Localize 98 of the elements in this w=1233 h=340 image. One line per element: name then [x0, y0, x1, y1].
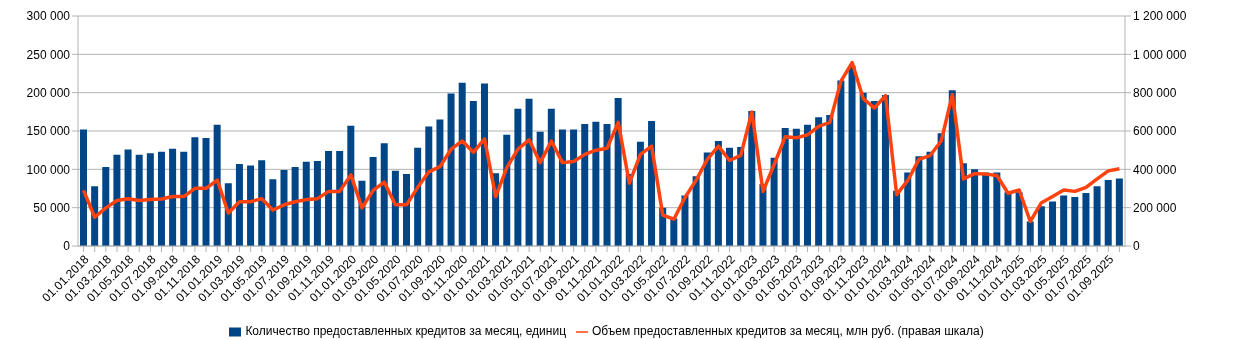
line-series	[81, 60, 1122, 224]
bar	[113, 154, 121, 246]
bar	[815, 117, 823, 246]
y-tick-label: 150 000	[26, 124, 71, 139]
bar	[904, 172, 912, 246]
bar	[1104, 180, 1112, 246]
bar	[1037, 206, 1045, 246]
bar	[325, 150, 333, 246]
bar	[837, 80, 845, 246]
bar	[1026, 221, 1034, 246]
bar	[391, 170, 399, 246]
y-tick-label: 200 000	[26, 85, 71, 100]
bar	[547, 108, 555, 246]
bar	[247, 165, 255, 246]
bar	[202, 137, 210, 246]
bar	[480, 83, 488, 246]
bar	[380, 143, 388, 246]
bar	[235, 163, 243, 246]
y-tick-label: 0	[63, 239, 71, 254]
bar	[636, 141, 644, 246]
y2-tick-label: 0	[1133, 239, 1140, 254]
y2-tick-label: 1 200 000	[1133, 9, 1187, 24]
bar	[146, 153, 154, 246]
bar	[280, 170, 288, 246]
bar	[102, 167, 110, 246]
bar	[737, 147, 745, 246]
bar	[570, 129, 578, 246]
bar	[803, 124, 811, 246]
bar	[1060, 195, 1068, 246]
y2-tick-label: 400 000	[1133, 162, 1177, 177]
bar	[436, 119, 444, 246]
bar	[826, 114, 834, 246]
bar	[414, 147, 422, 246]
y2-tick-label: 600 000	[1133, 124, 1177, 139]
bar	[870, 101, 878, 246]
bar	[369, 157, 377, 246]
bar	[1071, 196, 1079, 246]
bar	[581, 124, 589, 246]
bar	[1082, 193, 1090, 246]
bar	[425, 126, 433, 246]
y2-tick-label: 200 000	[1133, 200, 1177, 215]
bar	[792, 128, 800, 246]
bar	[1093, 186, 1101, 246]
y-tick-label: 100 000	[26, 162, 71, 177]
bar	[213, 124, 221, 246]
bar	[313, 160, 321, 246]
bar	[458, 82, 466, 246]
bar	[993, 172, 1001, 246]
bar	[614, 98, 622, 246]
bar	[603, 124, 611, 246]
bar	[1049, 201, 1057, 246]
bar	[157, 151, 165, 246]
bar	[893, 190, 901, 246]
y2-tick-label: 800 000	[1133, 85, 1177, 100]
y-tick-label: 300 000	[26, 9, 71, 24]
bar	[726, 147, 734, 246]
bar	[971, 169, 979, 246]
bar	[347, 125, 355, 246]
y-tick-label: 250 000	[26, 47, 71, 62]
bar	[1115, 178, 1123, 246]
bar	[592, 121, 600, 246]
bar	[447, 93, 455, 246]
bar	[558, 129, 566, 246]
bar	[536, 131, 544, 246]
bar	[302, 161, 310, 246]
bar	[982, 172, 990, 246]
bar	[258, 160, 266, 246]
bar	[1015, 192, 1023, 246]
y2-tick-label: 1 000 000	[1133, 47, 1187, 62]
bar	[714, 140, 722, 246]
bar	[291, 167, 299, 246]
bar	[503, 134, 511, 246]
bar	[926, 151, 934, 246]
bar	[403, 173, 411, 246]
bar	[915, 156, 923, 246]
bar	[191, 137, 199, 246]
bar	[703, 152, 711, 246]
bar	[135, 154, 143, 246]
bar	[692, 176, 700, 246]
legend-label: Объем предоставленных кредитов за месяц, млн руб. (правая шкала)	[592, 324, 984, 338]
bar	[514, 108, 522, 246]
bar	[80, 129, 87, 246]
bar	[1004, 192, 1012, 246]
bar	[169, 148, 177, 246]
bar	[781, 127, 789, 246]
bar	[269, 179, 277, 246]
bar	[670, 218, 678, 246]
bar	[770, 157, 778, 246]
bar	[859, 92, 867, 246]
bar	[124, 149, 132, 246]
bar	[525, 98, 533, 246]
legend-label: Количество предоставленных кредитов за месяц, единиц	[245, 324, 567, 338]
bar	[848, 65, 856, 246]
bar	[937, 133, 945, 246]
y-tick-label: 50 000	[33, 200, 71, 215]
bar	[180, 151, 188, 246]
bar	[336, 150, 344, 246]
bar	[469, 101, 477, 246]
